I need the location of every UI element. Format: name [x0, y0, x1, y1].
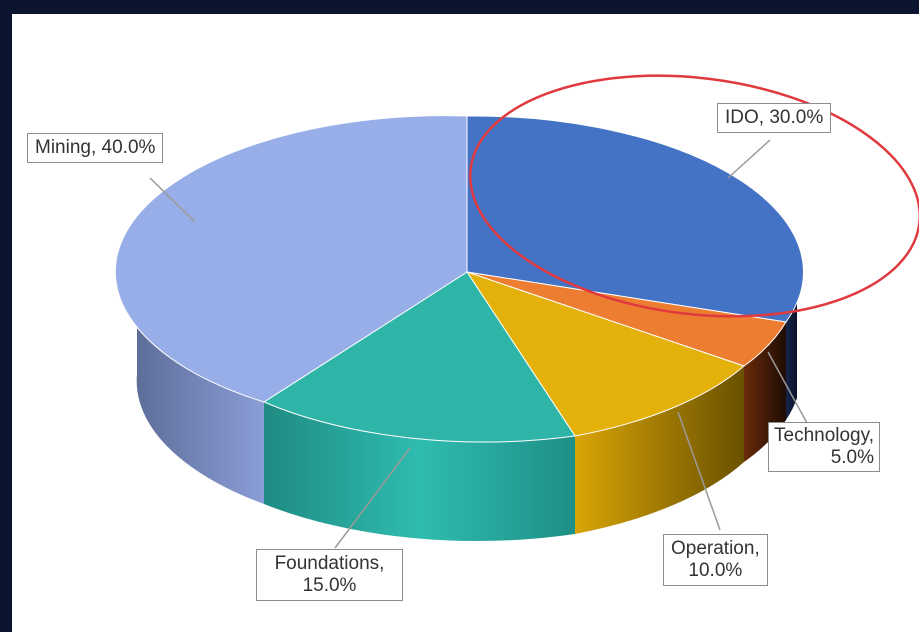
data-label-operation-line1: Operation,: [671, 538, 760, 559]
data-label-operation: Operation, 10.0%: [663, 534, 768, 586]
data-label-foundations-line1: Foundations,: [274, 553, 385, 574]
leader-line-ido: [727, 139, 771, 179]
pie-slice-operation: [465, 271, 745, 437]
leader-line-foundations: [334, 447, 411, 549]
leader-line-technology: [767, 351, 813, 433]
data-label-ido: IDO, 30.0%: [717, 103, 832, 133]
data-label-technology-line2: 5.0%: [830, 447, 874, 468]
data-label-mining-text: Mining, 40.0%: [35, 137, 156, 158]
pie-slice-mining: [114, 115, 468, 403]
pie-slice-foundations: [262, 271, 576, 443]
data-label-foundations: Foundations, 15.0%: [256, 549, 403, 601]
data-label-operation-line2: 10.0%: [688, 560, 743, 581]
data-label-foundations-line2: 15.0%: [302, 575, 357, 596]
pie-side-foundations: [264, 402, 575, 541]
highlight-ellipse: [468, 74, 919, 318]
leader-line-mining: [149, 177, 196, 223]
leader-line-operation: [677, 411, 721, 531]
pie-side-operation: [575, 366, 744, 534]
data-label-technology-line1: Technology,: [774, 425, 874, 446]
data-label-ido-text: IDO, 30.0%: [725, 107, 824, 128]
data-label-mining: Mining, 40.0%: [27, 133, 164, 163]
pie-slice-ido: [466, 115, 804, 323]
data-label-technology: Technology, 5.0%: [768, 422, 880, 472]
pie-side-mining: [136, 272, 264, 504]
